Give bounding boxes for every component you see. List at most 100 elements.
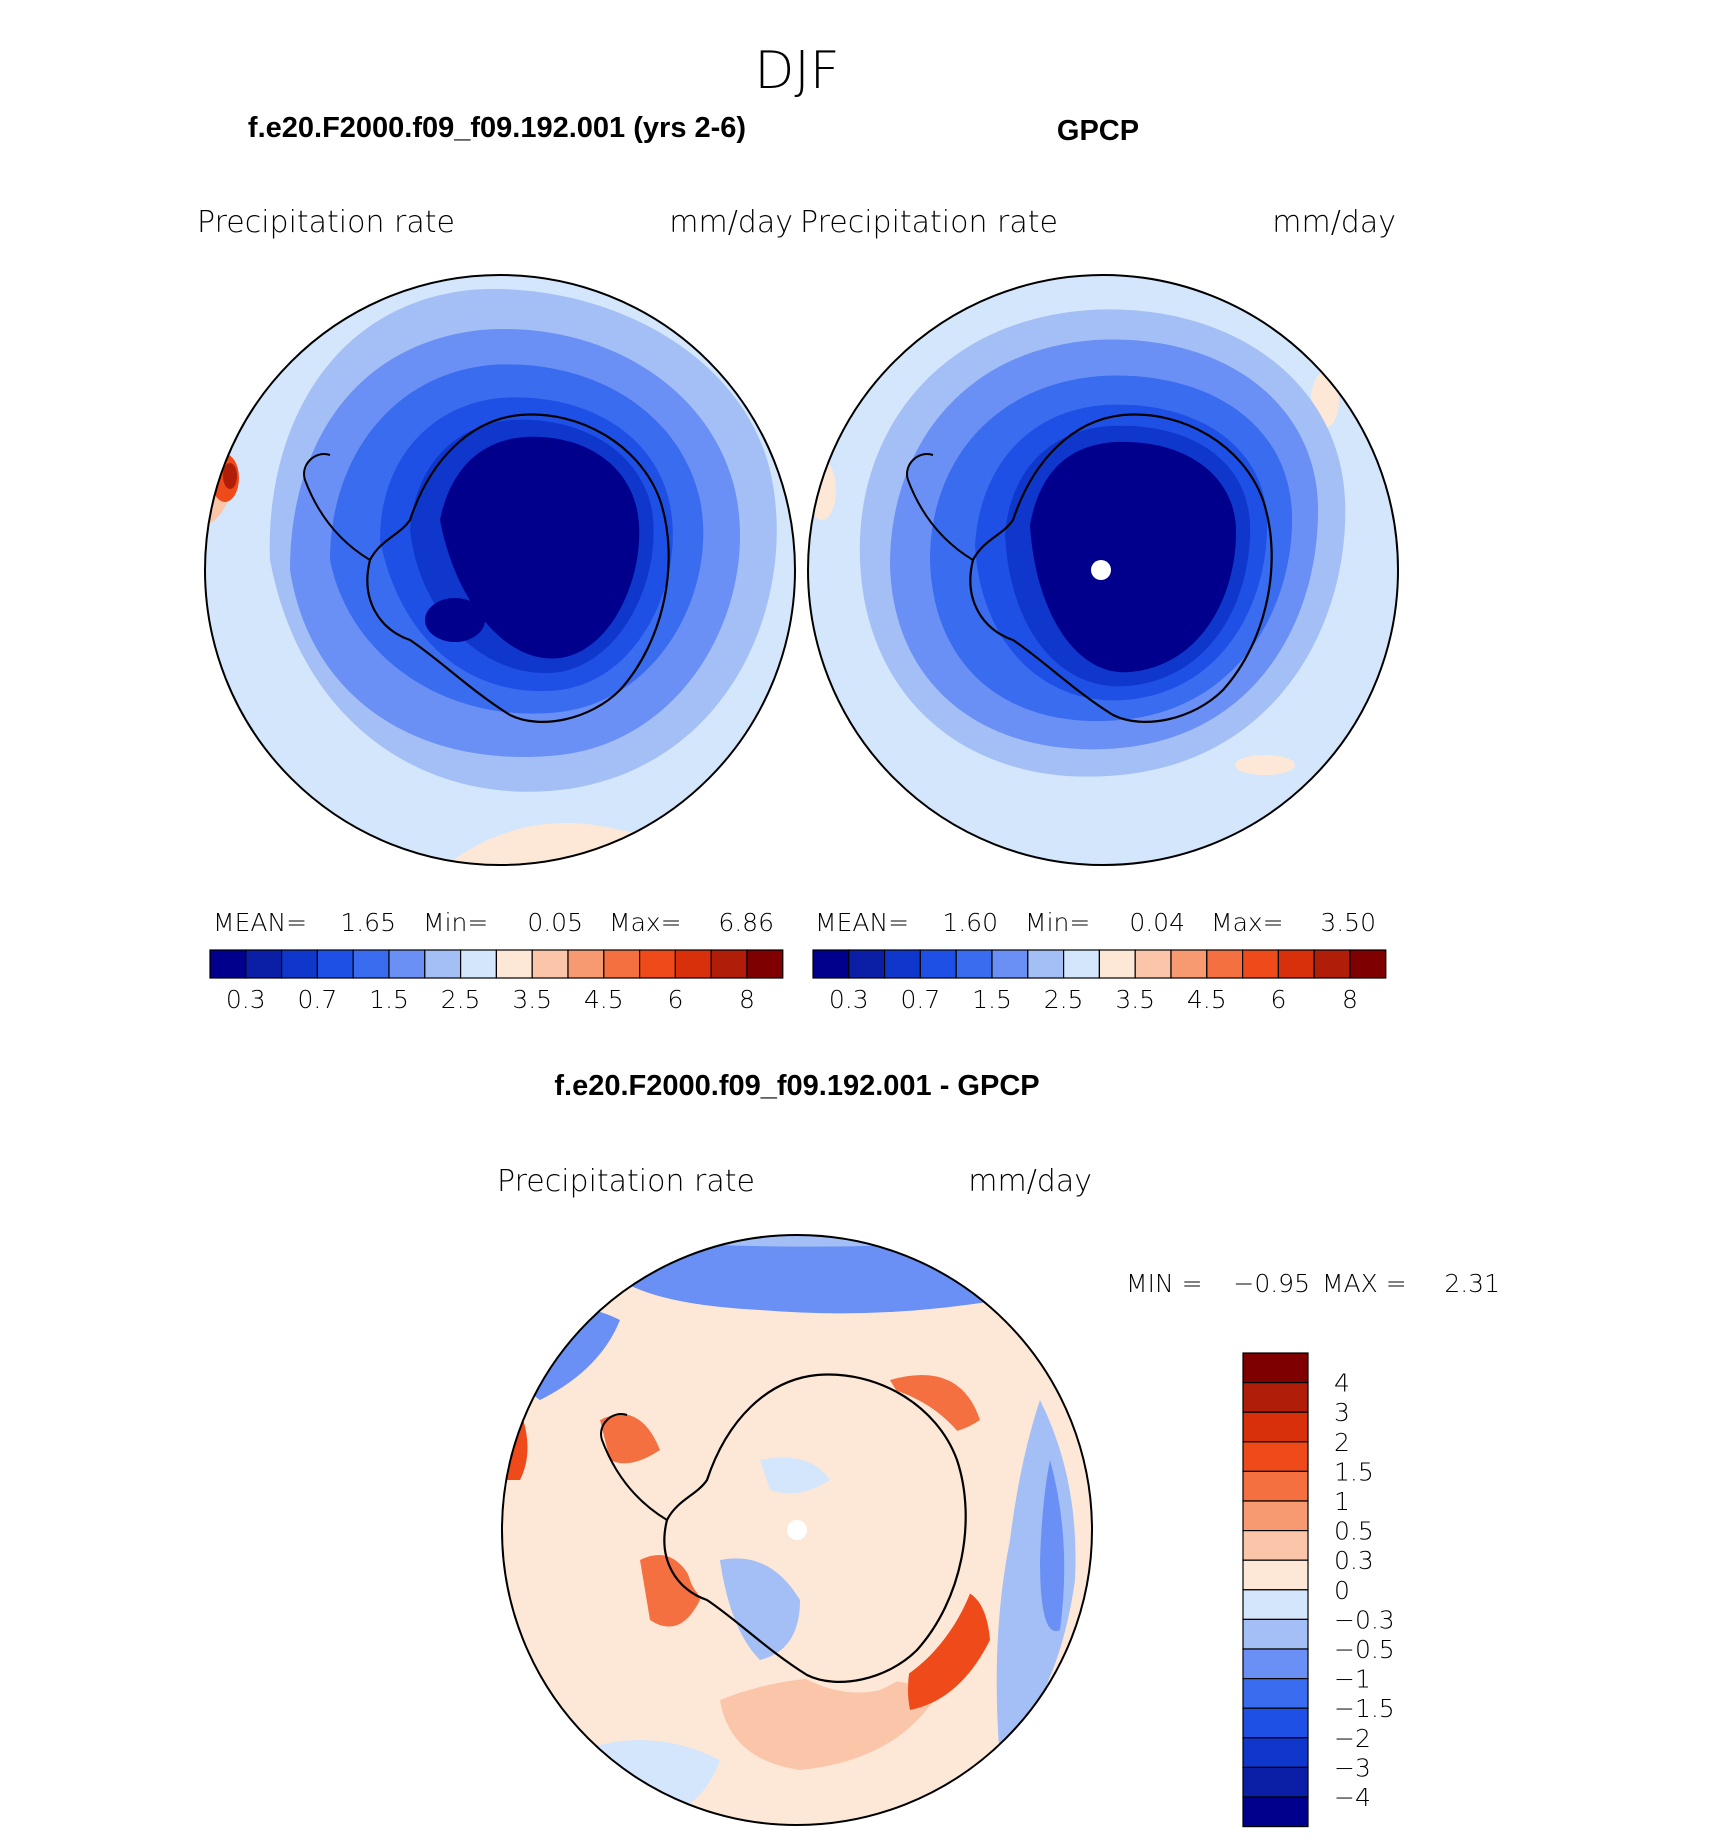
map-b-warm-se (1235, 755, 1295, 775)
diff-colorbar-box-7 (1242, 1559, 1309, 1591)
panel-b-colorbar-tick-label: 6 (1270, 985, 1286, 1014)
panel-a-colorbar-box-0 (209, 949, 247, 979)
panel-a-colorbar-box-1 (245, 949, 283, 979)
map-c-cool-ross (720, 1558, 800, 1660)
panel-b-map (807, 274, 1399, 866)
map-c-warm-ne-coast (890, 1375, 980, 1434)
diff-colorbar-box-8 (1242, 1589, 1309, 1621)
panel-b-colorbar-box-10 (1170, 949, 1208, 979)
diff-colorbar-tick-label: −4 (1334, 1783, 1371, 1812)
diff-colorbar-box-10 (1242, 1648, 1309, 1680)
diff-min-label: MIN = (1126, 1269, 1203, 1298)
panel-b-colorbar-box-0 (812, 949, 850, 979)
diff-colorbar-tick-label: 4 (1334, 1369, 1350, 1398)
panel-a-colorbar-box-13 (674, 949, 712, 979)
map-a-ross-low (425, 598, 485, 642)
diff-title: f.e20.F2000.f09_f09.192.001 - GPCP (554, 1070, 1039, 1102)
panel-a-colorbar-tick-label: 3.5 (512, 985, 552, 1014)
diff-colorbar-tick-label: −0.3 (1334, 1605, 1395, 1634)
panel-a-mean-label: MEAN= (213, 908, 307, 937)
panel-a-colorbar-box-8 (495, 949, 533, 979)
diff-colorbar-box-13 (1242, 1737, 1309, 1769)
panel-b-colorbar-box-12 (1241, 949, 1279, 979)
panel-b-colorbar-tick-label: 1.5 (972, 985, 1012, 1014)
panel-a-colorbar-box-5 (388, 949, 426, 979)
diff-colorbar-box-1 (1242, 1381, 1309, 1413)
diff-max-value: 2.31 (1444, 1269, 1500, 1298)
panel-b-max-label: Max= (1211, 908, 1284, 937)
map-a-boundary (204, 274, 796, 866)
diff-map (501, 1234, 1093, 1826)
diff-colorbar-box-15 (1242, 1796, 1309, 1828)
diff-colorbar-tick-label: 0.3 (1334, 1546, 1374, 1575)
panel-a-colorbar-tick-label: 1.5 (369, 985, 409, 1014)
diff-colorbar-tick-label: −3 (1334, 1753, 1371, 1782)
diff-colorbar-box-11 (1242, 1677, 1309, 1709)
panel-a-colorbar-box-10 (567, 949, 605, 979)
panel-b-colorbar-box-7 (1062, 949, 1100, 979)
panel-a-colorbar-box-14 (710, 949, 748, 979)
diff-colorbar-tick-label: 2 (1334, 1428, 1350, 1457)
diff-colorbar-box-4 (1242, 1470, 1309, 1502)
panel-a-colorbar-box-9 (531, 949, 569, 979)
panel-b-colorbar-box-5 (991, 949, 1029, 979)
diff-colorbar-tick-label: 1.5 (1334, 1457, 1374, 1486)
panel-a-variable: Precipitation rate (197, 205, 455, 240)
map-b-boundary (807, 274, 1399, 866)
diff-colorbar-tick-label: 3 (1334, 1398, 1350, 1427)
panel-b-colorbar-box-11 (1206, 949, 1244, 979)
panel-b-colorbar: 0.3 0.7 1.5 2.5 3.5 4.5 6 8 (812, 949, 1387, 1014)
panel-a-colorbar-tick-label: 6 (667, 985, 683, 1014)
diff-colorbar-tick-label: −0.5 (1334, 1635, 1395, 1664)
diff-colorbar-box-3 (1242, 1441, 1309, 1473)
panel-a-colorbar-tick-label: 0.7 (298, 985, 338, 1014)
map-a-hot-core (223, 463, 237, 489)
panel-b-colorbar-tick-label: 4.5 (1187, 985, 1227, 1014)
panel-b-colorbar-tick-label: 2.5 (1044, 985, 1084, 1014)
panel-a-max-value: 6.86 (718, 908, 774, 937)
map-c-peninsula (600, 1413, 668, 1521)
panel-a-colorbar-box-11 (603, 949, 641, 979)
panel-a-colorbar-box-12 (638, 949, 676, 979)
diff-variable: Precipitation rate (497, 1164, 755, 1199)
map-c-cool-south (560, 1740, 720, 1825)
diff-colorbar-tick-label: 1 (1334, 1487, 1350, 1516)
diff-min-value: −0.95 (1233, 1269, 1310, 1298)
diff-colorbar-box-5 (1242, 1500, 1309, 1532)
panel-b-colorbar-box-1 (848, 949, 886, 979)
panel-b-colorbar-box-13 (1277, 949, 1315, 979)
panel-a-colorbar-box-15 (746, 949, 784, 979)
panel-a-colorbar: 0.3 0.7 1.5 2.5 3.5 4.5 6 8 (209, 949, 784, 1014)
diff-stats: MIN = −0.95 MAX = 2.31 (1126, 1269, 1500, 1298)
panel-b-colorbar-tick-label: 0.3 (829, 985, 869, 1014)
map-b-pole-mask (1091, 560, 1111, 580)
panel-a-colorbar-tick-label: 2.5 (441, 985, 481, 1014)
panel-a-colorbar-box-2 (281, 949, 319, 979)
panel-b-mean-value: 1.60 (942, 908, 998, 937)
panel-a-max-label: Max= (609, 908, 682, 937)
panel-a-units: mm/day (669, 205, 793, 240)
panel-b-colorbar-tick-label: 3.5 (1115, 985, 1155, 1014)
map-c-warm-peninsula (600, 1414, 660, 1464)
panel-b-variable: Precipitation rate (800, 205, 1058, 240)
map-c-pole-mask (787, 1520, 807, 1540)
panel-a-colorbar-box-4 (352, 949, 390, 979)
map-c-warm-south (720, 1677, 940, 1770)
panel-a-colorbar-box-7 (460, 949, 498, 979)
map-b-antarctica-coast (969, 413, 1273, 723)
map-c-cool-north-core (620, 1240, 1000, 1314)
map-b-band-6 (1030, 441, 1237, 673)
panel-b-colorbar-box-6 (1027, 949, 1065, 979)
panel-b-units: mm/day (1272, 205, 1396, 240)
panel-b-stats: MEAN= 1.60 Min= 0.04 Max= 3.50 (815, 908, 1376, 937)
map-c-boundary (501, 1234, 1093, 1826)
panel-a-colorbar-tick-label: 8 (739, 985, 755, 1014)
diff-colorbar-tick-label: 0.5 (1334, 1517, 1374, 1546)
panel-a-min-label: Min= (423, 908, 488, 937)
panel-b-min-label: Min= (1025, 908, 1090, 937)
panel-b-colorbar-box-14 (1313, 949, 1351, 979)
panel-b-colorbar-box-15 (1349, 949, 1387, 979)
panel-a-colorbar-tick-label: 0.3 (226, 985, 266, 1014)
panel-a-mean-value: 1.65 (340, 908, 396, 937)
